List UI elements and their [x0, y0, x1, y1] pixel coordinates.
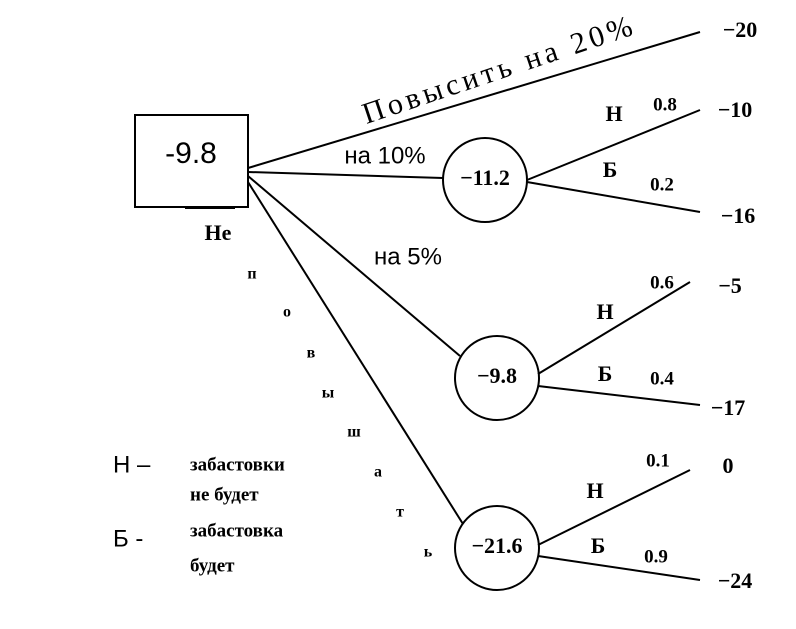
legend-key: Н –: [113, 451, 151, 478]
payoff: −24: [718, 568, 753, 593]
legend-text: забастовки: [190, 454, 285, 475]
branch-label: Повысить на 20%: [358, 8, 640, 130]
edge: [537, 469, 691, 546]
outcome-label: Б: [591, 533, 606, 558]
edge: [247, 181, 464, 525]
letter: ш: [347, 424, 361, 441]
letter: о: [283, 304, 291, 321]
edges: [185, 31, 701, 581]
payoff: −17: [711, 395, 746, 420]
letter: Не: [205, 220, 232, 245]
payoff: −20: [723, 17, 758, 42]
legend-text: забастовка: [190, 520, 284, 541]
edge: [247, 31, 701, 169]
decision-node: [134, 114, 249, 208]
chance-node: [454, 335, 540, 421]
probability: 0.6: [650, 272, 674, 293]
outcome-label: Н: [586, 478, 603, 503]
letter: а: [374, 464, 382, 481]
probability: 0.2: [650, 174, 674, 195]
letter: ы: [322, 385, 335, 402]
legend-text: не будет: [190, 484, 259, 505]
outcome-label: Б: [598, 361, 613, 386]
legend-text: будет: [190, 555, 235, 576]
letter: п: [247, 266, 256, 283]
edge: [247, 175, 461, 357]
edge: [247, 171, 444, 179]
payoff: −10: [718, 97, 753, 122]
edge: [537, 555, 701, 581]
probability: 0.8: [653, 94, 677, 115]
chance-node: [454, 505, 540, 591]
root-value: -9.8: [165, 137, 217, 170]
node-value: −11.2: [460, 165, 510, 190]
letter: ь: [424, 544, 433, 561]
payoff: 0: [723, 453, 734, 478]
chance-node: [442, 137, 528, 223]
node-value: −9.8: [477, 363, 517, 388]
outcome-label: Б: [603, 157, 618, 182]
probability: 0.4: [650, 368, 674, 389]
no-raise-label: Не п о в ы ш а т ь: [205, 220, 433, 561]
outcome-label: Н: [605, 101, 622, 126]
outcome-label: Н: [596, 299, 613, 324]
payoff: −5: [718, 273, 742, 298]
branch-label: на 5%: [374, 243, 442, 270]
outcomes: Н 0.8 −10 Б 0.2 −16 Н 0.6 −5 Б 0.4 −17 Н 0.1 0 Б 0.9 −24: [586, 94, 755, 593]
probability: 0.9: [644, 546, 668, 567]
branch-label: на 10%: [344, 142, 425, 169]
edge: [537, 385, 701, 406]
edge: [526, 181, 701, 213]
probability: 0.1: [646, 450, 670, 471]
letter: в: [307, 345, 316, 362]
legend-key: Б -: [113, 525, 143, 552]
edge: [526, 109, 701, 181]
edge: [537, 281, 691, 375]
letter: т: [396, 504, 404, 521]
node-value: −21.6: [471, 533, 522, 558]
payoff: −16: [721, 203, 756, 228]
